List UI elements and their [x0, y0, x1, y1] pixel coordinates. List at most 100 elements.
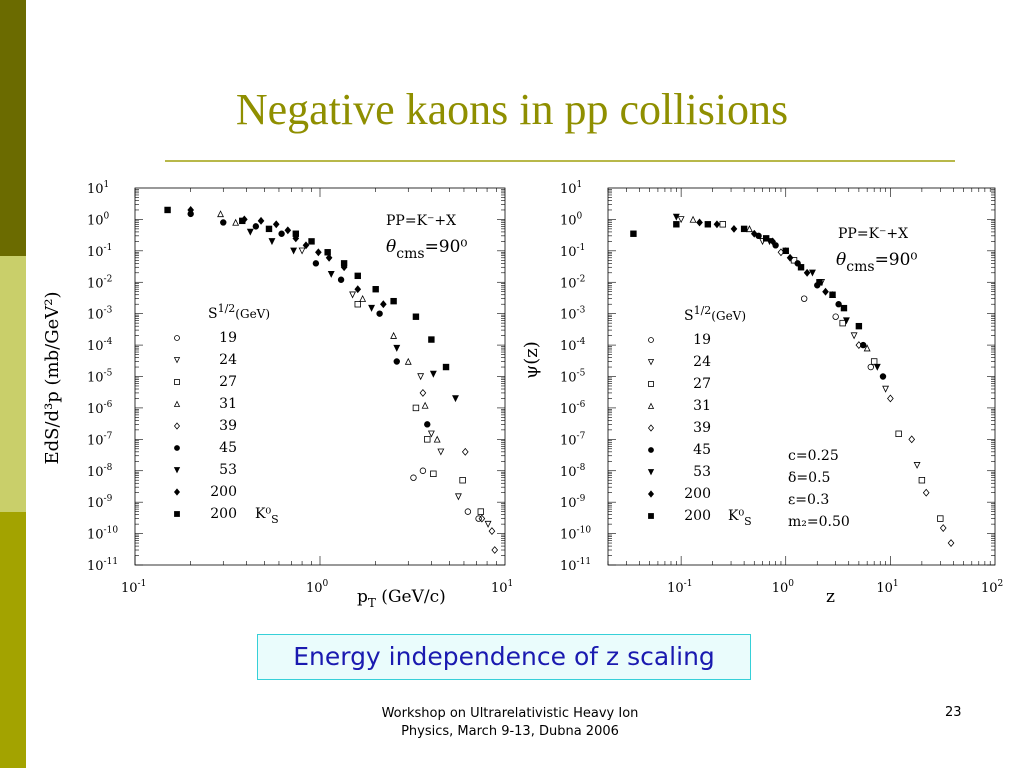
data-point-square-filled-marker: [840, 304, 848, 312]
data-point-triangle-down-filled-marker: [809, 269, 816, 277]
legend-label: 27: [219, 374, 237, 390]
y-tick-label: 10-2: [560, 274, 585, 291]
sidebar-band-light: [0, 256, 26, 512]
data-point-square-filled-marker: [308, 238, 315, 245]
legend-label: 31: [693, 398, 711, 414]
y-axis-label: EdS/d³p (mb/GeV²): [42, 292, 63, 465]
legend-triangle-down-filled-marker: [647, 469, 655, 476]
data-point-triangle-down-filled-marker: [452, 395, 459, 403]
data-point-triangle-down-open-marker: [437, 448, 445, 456]
y-tick-label: 10-6: [560, 400, 586, 417]
data-point-diamond-filled-marker: [730, 224, 738, 233]
legend-diamond-filled-marker: [173, 488, 181, 496]
y-tick-label: 10-9: [560, 494, 586, 511]
legend-label: 39: [693, 420, 711, 436]
y-tick-label: 10-10: [560, 526, 591, 543]
data-point-triangle-up-open-marker: [433, 435, 441, 443]
data-point-square-filled-marker: [442, 363, 450, 371]
x-tick-label: 10-1: [121, 579, 146, 596]
legend-diamond-filled-marker: [647, 490, 655, 498]
legend-circle-filled-marker: [174, 445, 180, 451]
data-point-circle-open-marker: [475, 515, 482, 522]
legend-label: 19: [219, 330, 237, 346]
data-point-diamond-open-marker: [908, 435, 916, 444]
data-point-square-filled-marker: [265, 225, 273, 233]
legend-square-open-marker: [648, 381, 654, 387]
data-point-diamond-filled-marker: [302, 241, 310, 250]
data-point-triangle-down-filled-marker: [268, 238, 276, 246]
data-point-square-filled-marker: [340, 260, 348, 267]
data-point-circle-filled-marker: [879, 373, 887, 380]
theta-annotation: θcms=90⁰: [386, 237, 467, 262]
data-point-square-open-marker: [354, 301, 361, 308]
data-point-triangle-down-open-marker: [298, 247, 306, 255]
slide-number: 23: [945, 705, 962, 720]
data-point-diamond-filled-marker: [803, 268, 811, 277]
reaction-annotation: PP=K⁻+X: [838, 226, 908, 242]
data-point-square-open-marker: [719, 221, 726, 228]
data-point-square-filled-marker: [829, 291, 836, 298]
legend-square-filled-marker: [648, 513, 654, 519]
data-point-triangle-down-filled-marker: [842, 317, 850, 325]
y-tick-label: 10-11: [560, 557, 591, 574]
data-point-diamond-filled-marker: [187, 206, 195, 214]
data-point-triangle-up-open-marker: [232, 218, 240, 226]
data-point-triangle-down-filled-marker: [290, 247, 298, 255]
legend-triangle-down-open-marker: [647, 359, 655, 366]
legend-label: 45: [219, 440, 237, 456]
data-point-triangle-down-filled-marker: [393, 344, 401, 352]
data-point-triangle-down-open-marker: [913, 462, 921, 469]
theta-annotation: θcms=90⁰: [836, 250, 917, 275]
data-point-square-filled-marker: [855, 322, 863, 330]
data-point-triangle-up-open-marker: [746, 225, 753, 233]
data-point-triangle-down-filled-marker: [429, 370, 437, 378]
data-point-square-filled-marker: [782, 247, 789, 255]
legend-triangle-down-open-marker: [173, 357, 181, 364]
data-point-triangle-up-open-marker: [421, 401, 429, 409]
data-point-triangle-up-open-marker: [863, 344, 871, 352]
legend-suffix: K⁰S: [255, 506, 279, 526]
data-point-diamond-open-marker: [922, 488, 930, 497]
legend-label: 31: [219, 396, 237, 412]
data-point-square-filled-marker: [390, 297, 397, 305]
data-point-square-filled-marker: [797, 264, 805, 271]
data-point-triangle-down-open-marker: [349, 291, 357, 299]
x-axis-label: pT (GeV/c): [357, 587, 446, 610]
data-point-circle-open-marker: [419, 467, 427, 474]
x-axis-label: z: [826, 587, 835, 607]
data-point-diamond-filled-marker: [696, 218, 703, 227]
x-tick-label: 102: [981, 579, 1003, 596]
caption-box: Energy independence of z scaling: [257, 634, 751, 680]
y-tick-label: 10-1: [87, 243, 112, 260]
data-point-square-filled-marker: [704, 221, 712, 228]
data-point-diamond-filled-marker: [380, 300, 387, 309]
footer-line-1: Workshop on Ultrarelativistic Heavy Ion: [381, 706, 639, 721]
data-point-square-filled-marker: [354, 272, 361, 280]
data-point-circle-filled-marker: [860, 341, 867, 349]
data-point-triangle-up-open-marker: [217, 210, 224, 218]
data-point-diamond-open-marker: [947, 539, 955, 547]
data-point-diamond-open-marker: [488, 527, 496, 536]
y-tick-label: 10-5: [560, 369, 586, 386]
y-tick-label: 10-5: [87, 369, 113, 386]
title-underline: [165, 160, 955, 162]
legend-triangle-down-filled-marker: [173, 467, 181, 474]
data-point-triangle-up-open-marker: [390, 331, 398, 339]
right-plot-group: 101 100 10-1 10-2 10-3 10-4 10-5 10-6 10-7 10-8 10…: [521, 180, 1003, 607]
legend-label: 24: [219, 352, 237, 368]
legend-title: S1/2(GeV): [684, 304, 746, 324]
data-point-circle-open-marker: [867, 363, 875, 371]
y-tick-label: 10-7: [87, 431, 113, 448]
left-plot-group: 101 100 10-1 10-2 10-3 10-4 10-5 10-6 10-7 10-8 10…: [42, 180, 513, 610]
footer: Workshop on Ultrarelativistic Heavy Ion …: [340, 705, 680, 741]
y-tick-label: 10-8: [560, 463, 586, 480]
data-point-square-open-marker: [412, 404, 420, 412]
x-tick-label: 101: [876, 579, 898, 596]
legend-label: 200: [684, 486, 711, 502]
data-point-square-open-marker: [424, 436, 431, 443]
data-point-diamond-open-marker: [419, 389, 427, 397]
data-point-diamond-filled-marker: [713, 220, 721, 229]
data-point-diamond-filled-marker: [272, 220, 280, 229]
data-point-triangle-down-open-marker: [882, 385, 890, 393]
